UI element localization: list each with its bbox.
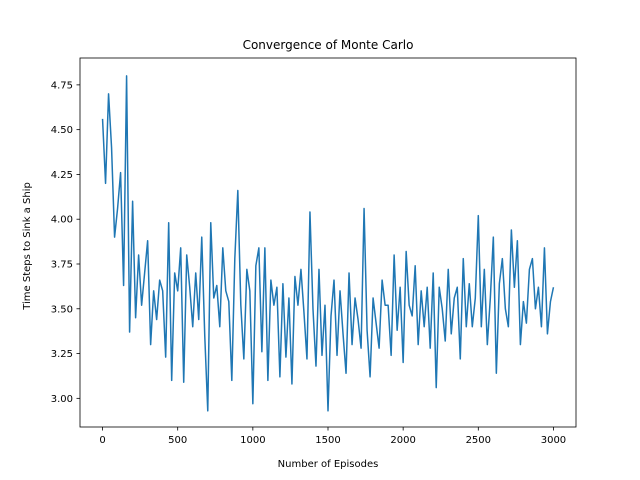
x-tick-label: 1000 (240, 435, 265, 446)
y-axis: 3.00 3.25 3.50 3.75 4.00 4.25 4.50 4.75 (51, 80, 80, 405)
y-tick-label: 4.75 (51, 80, 73, 91)
x-axis-label: Number of Episodes (278, 459, 379, 470)
y-axis-label: Time Steps to Sink a Ship (22, 182, 33, 311)
x-tick-label: 2500 (466, 435, 491, 446)
x-axis: 0 500 1000 1500 2000 2500 3000 (99, 427, 566, 446)
y-tick-label: 3.00 (51, 394, 73, 405)
x-tick-label: 2000 (390, 435, 415, 446)
x-tick-label: 500 (168, 435, 187, 446)
chart-title: Convergence of Monte Carlo (243, 38, 414, 52)
series-line-0 (101, 75, 555, 412)
y-tick-label: 4.25 (51, 170, 73, 181)
y-tick-label: 4.50 (51, 125, 73, 136)
x-tick-label: 3000 (541, 435, 566, 446)
y-tick-label: 4.00 (51, 215, 73, 226)
x-tick-label: 1500 (315, 435, 340, 446)
y-tick-label: 3.75 (51, 259, 73, 270)
x-tick-label: 0 (99, 435, 105, 446)
y-tick-label: 3.50 (51, 304, 73, 315)
y-tick-label: 3.25 (51, 349, 73, 360)
